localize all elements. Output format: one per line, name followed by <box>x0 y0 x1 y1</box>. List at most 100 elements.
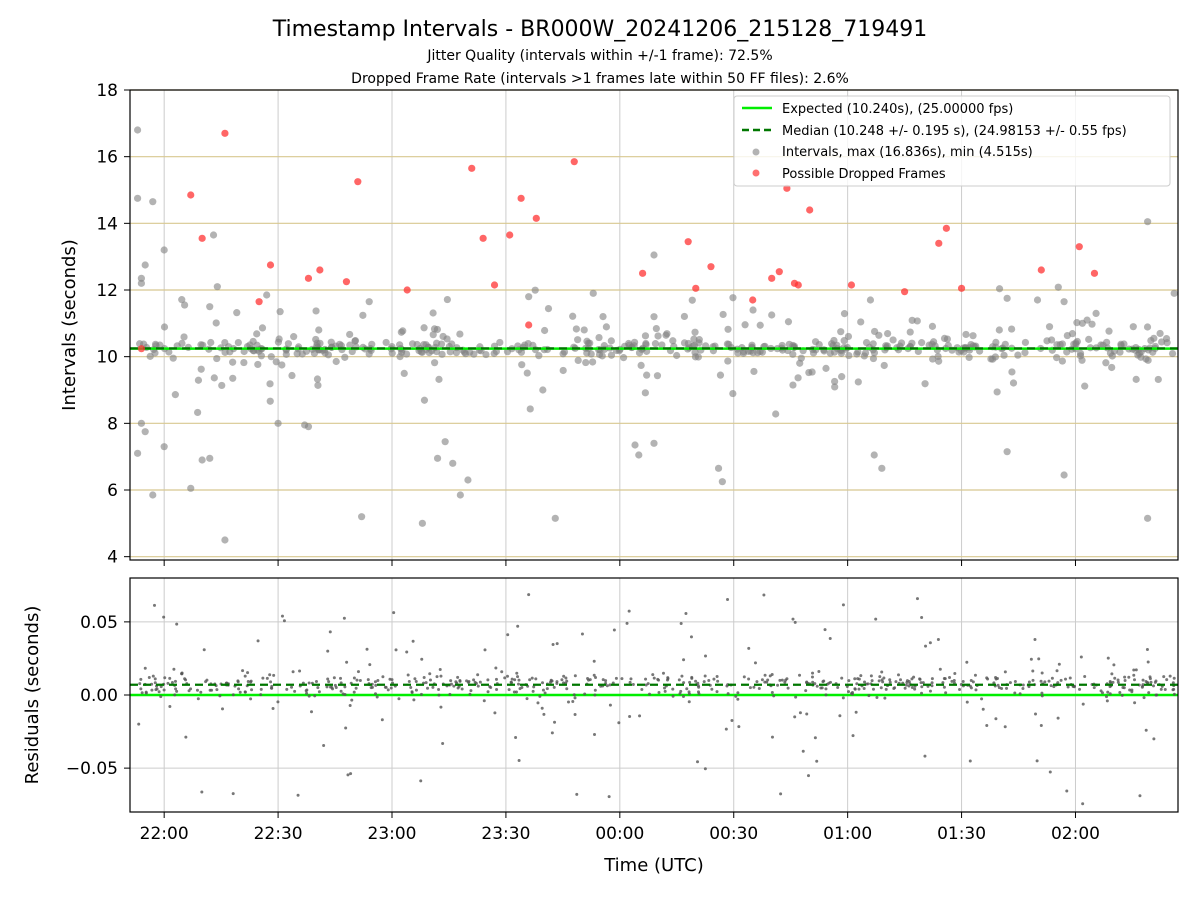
residual-point <box>644 683 648 687</box>
residual-point <box>486 678 490 682</box>
residual-point <box>838 714 842 718</box>
residual-point <box>1049 684 1053 688</box>
residual-point <box>1013 691 1017 695</box>
interval-point <box>253 341 261 349</box>
residual-point <box>406 673 410 677</box>
interval-point <box>541 326 549 335</box>
interval-point <box>346 330 354 339</box>
residual-point <box>703 674 707 678</box>
residual-point <box>1048 770 1052 774</box>
residual-point <box>907 684 911 688</box>
chart-title: Timestamp Intervals - BR000W_20241206_21… <box>272 17 928 42</box>
residual-point <box>431 685 435 689</box>
interval-point <box>658 341 666 349</box>
residual-point <box>1013 680 1017 684</box>
residual-point <box>259 687 263 691</box>
interval-point <box>1003 294 1011 302</box>
residual-point <box>373 692 377 696</box>
residual-point <box>204 680 208 684</box>
interval-point <box>811 338 820 346</box>
residual-point <box>468 692 472 696</box>
residual-point <box>373 680 377 684</box>
residual-point <box>571 700 575 704</box>
residual-point <box>187 689 191 693</box>
residual-point <box>841 603 845 607</box>
interval-point <box>141 428 149 436</box>
dropped-frame-point <box>570 158 578 166</box>
residual-point <box>593 693 597 697</box>
residual-point <box>394 648 398 652</box>
interval-point <box>482 350 490 359</box>
residual-point <box>1151 684 1155 688</box>
dropped-frame-point <box>137 345 145 353</box>
residual-point <box>647 692 651 696</box>
residual-point <box>428 672 432 676</box>
interval-point <box>884 329 892 338</box>
residual-point <box>817 670 821 674</box>
interval-point <box>772 410 780 418</box>
residual-point <box>1031 678 1035 682</box>
interval-point <box>669 337 677 345</box>
residual-point <box>942 685 946 689</box>
interval-point <box>1053 354 1061 362</box>
residual-point <box>770 691 774 695</box>
residual-point <box>343 685 347 689</box>
residual-point <box>1027 685 1031 689</box>
residual-point <box>265 676 269 680</box>
interval-point <box>496 338 504 347</box>
residual-point <box>493 711 497 715</box>
residual-point <box>542 712 546 716</box>
residual-point <box>249 697 253 701</box>
interval-point <box>151 340 160 348</box>
residual-point <box>747 677 751 681</box>
interval-point <box>181 301 189 309</box>
residual-point <box>905 681 909 685</box>
residual-point <box>883 696 887 700</box>
bottom-x-axis-ticks: 22:00 22:30 23:00 23:30 00:00 00:30 01:00 01:30… <box>140 812 1100 844</box>
residual-point <box>342 616 346 620</box>
residual-point <box>930 681 934 685</box>
residual-point <box>968 759 972 763</box>
residual-point <box>995 677 999 681</box>
residual-point <box>325 685 329 689</box>
dropped-frame-point <box>304 274 313 282</box>
interval-point <box>1120 340 1128 348</box>
residual-point <box>583 692 587 696</box>
residual-point <box>376 679 380 683</box>
interval-point <box>187 484 195 492</box>
interval-point <box>583 337 591 345</box>
residual-point <box>882 676 886 680</box>
residual-point <box>894 680 898 684</box>
residual-point <box>853 677 857 681</box>
interval-point <box>688 296 696 304</box>
interval-point <box>934 352 942 361</box>
residual-point <box>786 686 790 690</box>
residual-point <box>910 686 914 690</box>
legend-label-median: Median (10.248 +/- 0.195 s), (24.98153 +… <box>782 124 1127 139</box>
dropped-frame-point <box>775 268 783 276</box>
interval-point <box>1085 335 1093 343</box>
dropped-frame-point <box>783 184 791 192</box>
x-tick-label: 02:00 <box>1051 824 1100 844</box>
residual-point <box>682 658 686 662</box>
interval-point <box>718 478 726 486</box>
residual-point <box>953 672 957 676</box>
residual-point <box>199 690 203 694</box>
residual-point <box>870 679 874 683</box>
residual-point <box>517 678 521 682</box>
residual-point <box>1171 681 1175 685</box>
residual-point <box>520 685 524 689</box>
interval-point <box>425 349 433 357</box>
residual-point <box>332 676 336 680</box>
interval-point <box>794 374 802 382</box>
residual-point <box>549 679 553 683</box>
interval-point <box>137 274 145 282</box>
interval-point <box>1078 356 1086 364</box>
interval-point <box>438 350 446 358</box>
dropped-frame-point <box>468 164 476 172</box>
residual-point <box>494 677 498 681</box>
residual-point <box>996 683 1000 687</box>
residual-point <box>992 681 996 685</box>
residual-point <box>166 681 170 685</box>
residual-point <box>348 703 352 707</box>
